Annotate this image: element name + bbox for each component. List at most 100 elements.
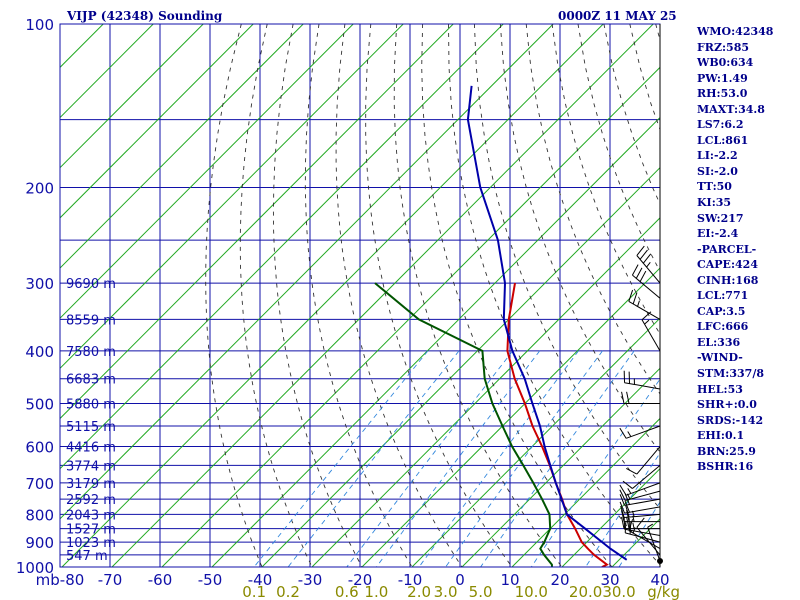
- height-label: 4416 m: [66, 441, 116, 456]
- stat-line: LCL:771: [697, 289, 749, 303]
- pressure-tick-label: 400: [25, 343, 54, 361]
- height-label: 6683 m: [66, 373, 116, 388]
- height-label: 8559 m: [66, 313, 116, 328]
- wind-barb: [619, 482, 661, 496]
- wind-barb-staff: [625, 490, 661, 501]
- temperature-tick-label: -50: [198, 571, 223, 589]
- dry-adiabat: [335, 24, 463, 567]
- wind-barb-feather: [619, 484, 627, 496]
- wind-barb-feather: [619, 494, 626, 506]
- mixing-ratio-label: 10.0: [515, 583, 548, 600]
- wind-barb: [628, 289, 661, 320]
- wind-barb-feather: [622, 480, 633, 489]
- wind-barb-staff: [625, 532, 661, 543]
- wind-barb-feather: [647, 523, 654, 528]
- stat-line: SRDS:-142: [697, 413, 764, 427]
- dry-adiabat: [785, 24, 800, 567]
- parcel-profile: [466, 85, 628, 561]
- pressure-tick-label: 500: [25, 396, 54, 414]
- wind-barb-feather: [626, 467, 638, 475]
- wind-barb-staff: [628, 530, 661, 550]
- dry-adiabat: [473, 24, 660, 510]
- mixing-ratio-label: 20.0: [569, 583, 602, 600]
- mixing-ratio-label: 30.0: [602, 583, 635, 600]
- stat-line: CINH:168: [697, 273, 759, 287]
- wind-barb: [621, 391, 660, 405]
- temperature-tick-label: 30: [600, 571, 619, 589]
- isotherm-line: [161, 66, 660, 567]
- wind-barb-feather: [639, 249, 648, 260]
- wind-barb-staff: [641, 319, 661, 352]
- stat-line: WB0:634: [697, 56, 754, 70]
- stat-line: -PARCEL-: [697, 242, 757, 256]
- pressure-tick-label: 100: [25, 16, 54, 34]
- chart-title: VIJP (42348) Sounding: [67, 9, 223, 23]
- stat-line: KI:35: [697, 196, 732, 210]
- temperature-tick-label: 10: [500, 571, 519, 589]
- stat-line: LI:-2.2: [697, 149, 738, 163]
- pressure-tick-label: 900: [25, 534, 54, 552]
- wind-barb-staff: [624, 528, 661, 537]
- pressure-tick-label: 700: [25, 475, 54, 493]
- wind-barb-feather: [624, 500, 630, 513]
- stat-line: SHR+:0.0: [697, 398, 757, 412]
- height-label: 5115 m: [66, 420, 116, 435]
- stat-line: BRN:25.9: [697, 444, 756, 458]
- wind-barb-staff: [624, 382, 661, 390]
- stat-line: CAPE:424: [697, 258, 758, 272]
- mixing-ratio-line: [287, 350, 460, 567]
- wind-barb-feather: [628, 289, 634, 302]
- mixing-ratio-label: 1.0: [364, 583, 388, 600]
- stat-line: WMO:42348: [697, 25, 774, 38]
- temperature-tick-label: -20: [348, 571, 373, 589]
- dewpoint-profile: [374, 282, 553, 567]
- wind-barb-staff: [624, 513, 661, 519]
- wind-barb-feather: [644, 319, 650, 325]
- wind-barb-feather: [621, 391, 625, 404]
- isotherm-line: [561, 467, 660, 567]
- wind-barb-feather: [629, 522, 632, 535]
- dry-adiabat: [272, 24, 363, 567]
- dry-adiabat: [365, 24, 513, 567]
- wind-barb-staff: [647, 527, 661, 562]
- isotherm-line: [60, 24, 504, 470]
- temperature-profile: [506, 282, 609, 567]
- wind-barb-feather: [632, 522, 635, 529]
- wind-barb: [619, 425, 661, 439]
- wind-barb-feather: [637, 300, 640, 307]
- isotherm-line: [261, 166, 660, 567]
- wind-barb-feather: [635, 267, 643, 279]
- wind-barb-feather: [626, 509, 630, 522]
- pressure-tick-label: 200: [25, 179, 54, 197]
- mixing-ratio-line: [346, 350, 514, 567]
- stat-line: -WIND-: [697, 351, 743, 365]
- temperature-tick-label: -10: [398, 571, 423, 589]
- wind-barb-staff: [636, 255, 661, 284]
- isotherm-line: [411, 317, 660, 567]
- stat-line: FRZ:585: [697, 40, 750, 54]
- wind-barb-feather: [625, 505, 630, 518]
- isotherm-line: [60, 24, 554, 520]
- stat-line: RH:53.0: [697, 87, 748, 101]
- temperature-tick-label: 40: [650, 571, 669, 589]
- isotherm-line: [60, 24, 304, 269]
- wind-barb: [647, 523, 661, 562]
- temperature-tick-label: 20: [550, 571, 569, 589]
- wind-barb: [626, 446, 661, 475]
- isotherm-line: [511, 417, 660, 567]
- height-label: 5880 m: [66, 398, 116, 413]
- wind-barb-feather: [627, 431, 632, 437]
- wind-barb-feather: [619, 489, 626, 501]
- height-label: 2592 m: [66, 493, 116, 508]
- wind-barb-feather: [626, 391, 630, 404]
- wind-barb-feather: [631, 264, 639, 276]
- wind-barb-feather: [620, 505, 625, 518]
- wind-barb-staff: [626, 482, 661, 496]
- wind-barb-feather: [624, 520, 627, 533]
- isotherm-line: [461, 367, 660, 567]
- stat-line: LCL:861: [697, 133, 749, 147]
- wind-barb-feather: [627, 488, 632, 494]
- isotherm-line: [111, 24, 654, 567]
- wind-barb: [619, 500, 661, 514]
- height-label: 2043 m: [66, 508, 116, 523]
